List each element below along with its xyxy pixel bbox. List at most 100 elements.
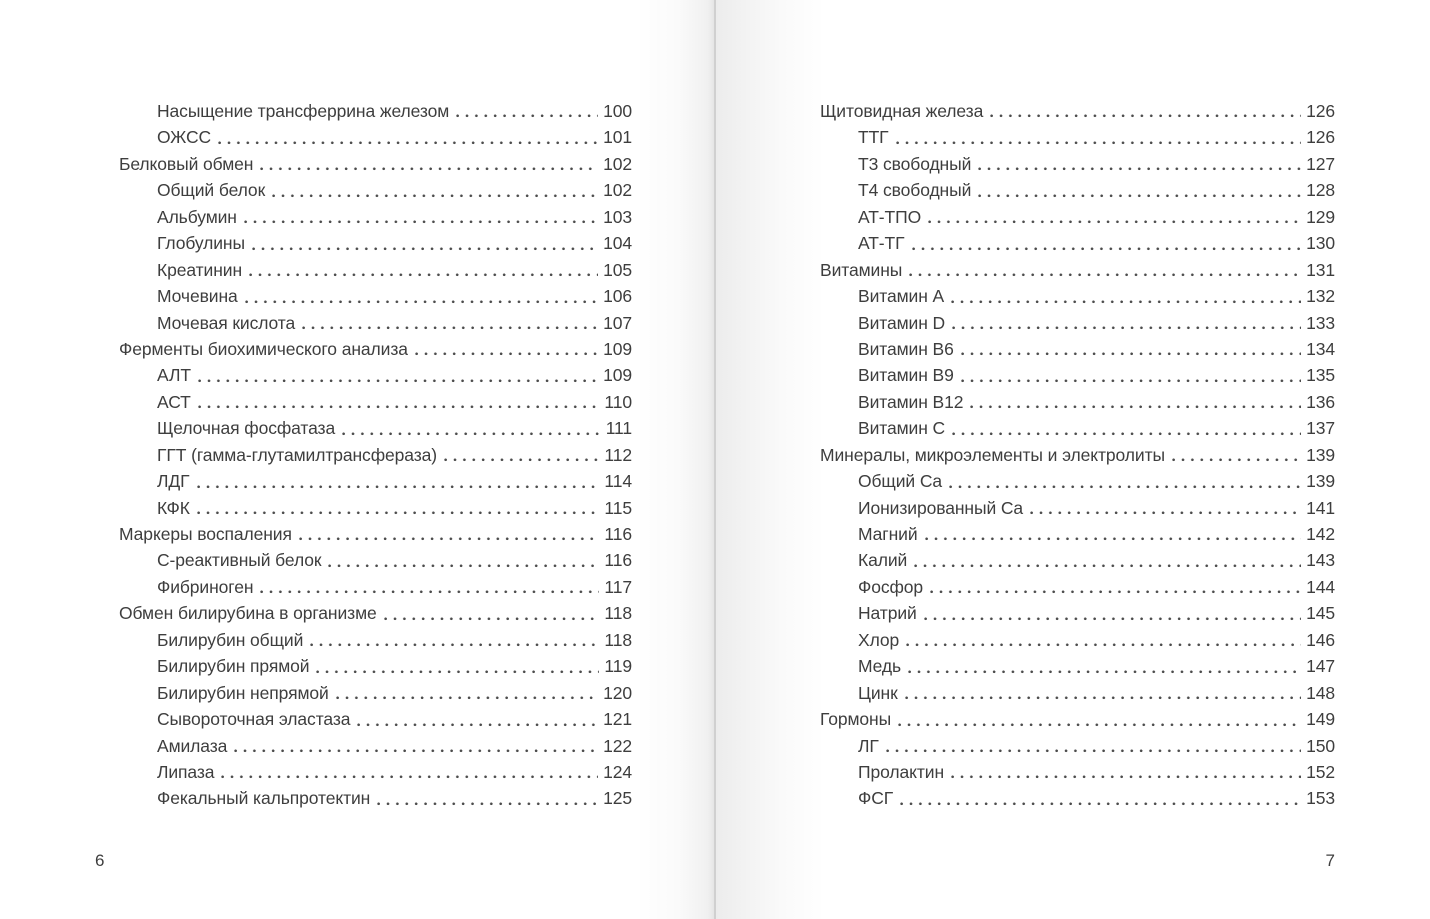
page-number: 6 (95, 851, 105, 870)
toc-entry-label: Т4 свободный (858, 180, 972, 201)
toc-entry-page-number: 115 (604, 497, 632, 518)
toc-entry-label: ТТГ (858, 127, 889, 148)
dot-leader (272, 177, 599, 203)
toc-entry-label: Насыщение трансферрина железом (157, 101, 450, 121)
dot-leader (218, 124, 599, 150)
toc-entry-label: Липаза (157, 761, 215, 782)
toc-entry: ЛГ 150 (820, 733, 1335, 759)
toc-entry-label: Витамин B12 (858, 391, 964, 412)
toc-entry: ТТГ 126 (820, 124, 1335, 150)
toc-entry: Минералы, микроэлементы и электролиты 139 (820, 442, 1335, 468)
toc-entry-page-number: 110 (604, 391, 632, 412)
toc-entry-label: Общий Ca (858, 471, 943, 492)
dot-leader (383, 600, 600, 626)
toc-entry-page-number: 100 (603, 101, 632, 121)
dot-leader (260, 151, 598, 177)
toc-entry-page-number: 141 (1306, 497, 1335, 518)
toc-entry: Ионизированный Ca 141 (820, 495, 1335, 521)
toc-entry-label: Цинк (858, 682, 898, 703)
toc-entry: Креатинин 105 (119, 257, 632, 283)
toc-entry-label: Щитовидная железа (820, 101, 984, 121)
dot-leader (951, 283, 1302, 309)
toc-entry-label: Билирубин общий (157, 629, 304, 650)
toc-entry-label: ЛГ (858, 735, 879, 756)
dot-leader (310, 627, 600, 653)
toc-entry-page-number: 150 (1306, 735, 1335, 756)
toc-entry-label: Фосфор (858, 576, 924, 597)
toc-entry-label: Витамин A (858, 286, 945, 307)
toc-entry-label: АТ-ТПО (858, 206, 922, 227)
toc-entry: Фекальный кальпротектин 125 (119, 785, 632, 811)
toc-entry-page-number: 116 (604, 550, 632, 571)
toc-entry-label: Альбумин (157, 206, 237, 227)
dot-leader (909, 257, 1301, 283)
toc-entry-label: Медь (858, 656, 902, 677)
dot-leader (197, 362, 599, 388)
toc-entry: АТ-ТПО 129 (820, 204, 1335, 230)
toc-entry-page-number: 122 (603, 735, 632, 756)
toc-entry-page-number: 104 (603, 233, 632, 254)
toc-entry-page-number: 132 (1306, 286, 1335, 307)
toc-entry-page-number: 120 (603, 682, 632, 703)
toc-entry: КФК 115 (119, 495, 632, 521)
toc-entry: Витамины 131 (820, 257, 1335, 283)
toc-entry-page-number: 146 (1306, 629, 1335, 650)
toc-entry: АТ-ТГ 130 (820, 230, 1335, 256)
toc-list: Щитовидная железа 126 ТТГ 126 Т3 свободный 12… (820, 98, 1335, 812)
toc-entry: Витамин B6 134 (820, 336, 1335, 362)
dot-leader (960, 362, 1302, 388)
toc-entry-label: Билирубин прямой (157, 656, 310, 677)
dot-leader (197, 389, 600, 415)
toc-entry: Билирубин непрямой 120 (119, 680, 632, 706)
dot-leader (260, 574, 600, 600)
toc-entry-page-number: 102 (603, 153, 632, 174)
dot-leader (234, 733, 598, 759)
toc-entry-page-number: 128 (1306, 180, 1335, 201)
dot-leader (960, 336, 1302, 362)
dot-leader (249, 257, 599, 283)
dot-leader (335, 680, 599, 706)
dot-leader (904, 680, 1302, 706)
toc-entry: Пролактин 152 (820, 759, 1335, 785)
toc-entry-label: Фекальный кальпротектин (157, 788, 371, 809)
toc-entry-page-number: 126 (1306, 127, 1335, 148)
toc-entry-label: Витамин C (858, 418, 946, 439)
toc-entry: Витамин A 132 (820, 283, 1335, 309)
toc-entry: Натрий 145 (820, 600, 1335, 626)
dot-leader (1172, 442, 1302, 468)
toc-entry-page-number: 127 (1306, 153, 1335, 174)
dot-leader (414, 336, 599, 362)
dot-leader (978, 151, 1301, 177)
toc-entry: Фосфор 144 (820, 574, 1335, 600)
toc-entry: Витамин C 137 (820, 415, 1335, 441)
toc-entry: Сывороточная эластаза 121 (119, 706, 632, 732)
dot-leader (196, 495, 600, 521)
toc-entry-label: Пролактин (858, 761, 945, 782)
toc-entry: С-реактивный белок 116 (119, 547, 632, 573)
toc-entry-page-number: 116 (604, 524, 632, 544)
toc-entry-label: АЛТ (157, 365, 191, 386)
dot-leader (951, 759, 1302, 785)
toc-entry-label: Обмен билирубина в организме (119, 603, 377, 624)
toc-entry-label: Общий белок (157, 180, 266, 201)
dot-leader (342, 415, 601, 441)
toc-entry: Мочевина 106 (119, 283, 632, 309)
toc-entry: Ферменты биохимического анализа 109 (119, 336, 632, 362)
toc-entry: Белковый обмен 102 (119, 151, 632, 177)
toc-entry: АЛТ 109 (119, 362, 632, 388)
dot-leader (930, 574, 1302, 600)
toc-entry-label: Глобулины (157, 233, 245, 254)
dot-leader (970, 389, 1301, 415)
page-left: Насыщение трансферрина железом 100 ОЖСС 101… (95, 101, 632, 870)
dot-leader (1030, 495, 1302, 521)
toc-entry-page-number: 118 (604, 629, 632, 650)
toc-entry: АСТ 110 (119, 389, 632, 415)
toc-entry-label: Билирубин непрямой (157, 682, 329, 703)
dot-leader (357, 706, 598, 732)
toc-entry: Альбумин 103 (119, 204, 632, 230)
toc-entry: Витамин B12 136 (820, 389, 1335, 415)
toc-entry-page-number: 117 (604, 576, 632, 597)
toc-entry: Витамин B9 135 (820, 362, 1335, 388)
toc-entry-label: АСТ (157, 391, 191, 412)
dot-leader (906, 627, 1302, 653)
